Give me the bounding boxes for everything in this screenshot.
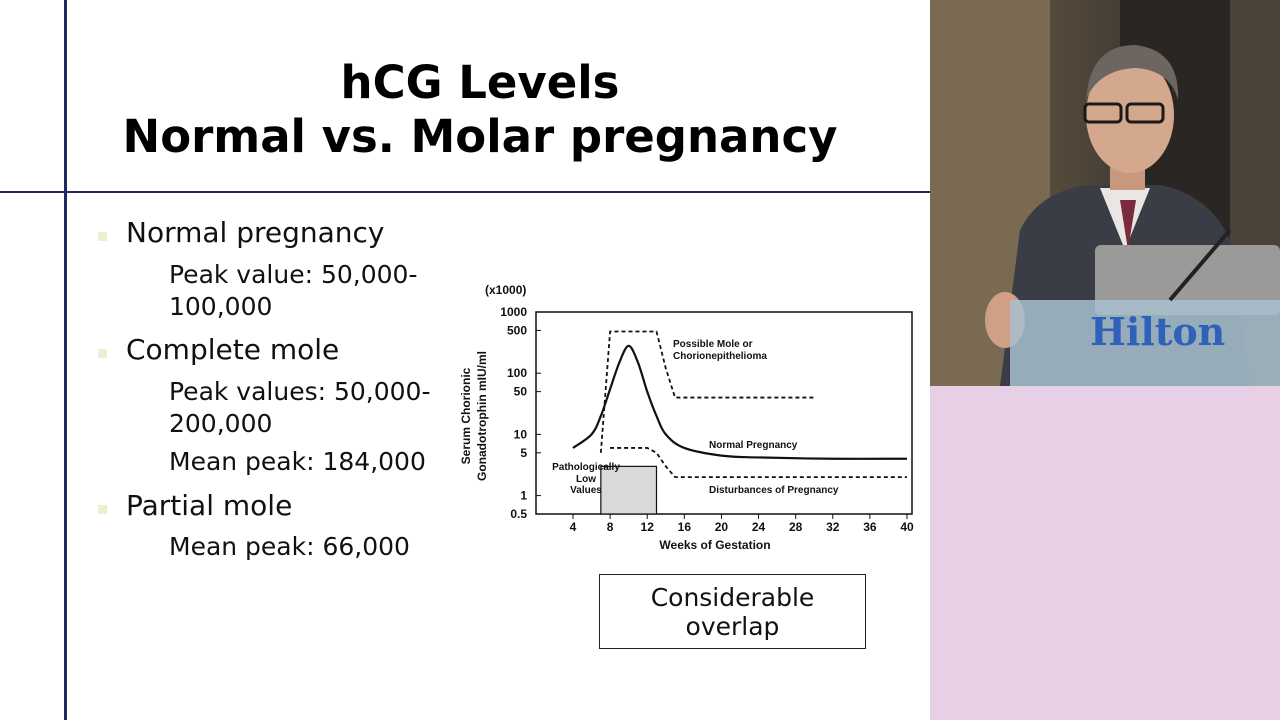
callout-box: Considerable overlap xyxy=(599,574,866,649)
low-values-region xyxy=(600,465,658,515)
y-axis-label-2: Gonadotrophin mIU/ml xyxy=(475,351,489,481)
x-tick-label: 32 xyxy=(826,520,840,534)
annotation-normal-pregnancy: Normal Pregnancy xyxy=(709,440,798,451)
plot-frame xyxy=(535,311,913,515)
annotation-possible-mole-1: Possible Mole or xyxy=(673,339,753,350)
y-axis-label-1: Serum Chorionic xyxy=(459,367,473,464)
microphone xyxy=(1168,228,1232,302)
x-tick-label: 16 xyxy=(678,520,692,534)
x-tick-label: 24 xyxy=(752,520,766,534)
speaker-hair xyxy=(1086,45,1179,100)
x-axis-ticks: 4 8 12 16 20 24 28 32 36 40 xyxy=(570,514,914,534)
x-tick-label: 28 xyxy=(789,520,803,534)
x-tick-label: 8 xyxy=(607,520,614,534)
annotation-possible-mole-2: Chorionepithelioma xyxy=(673,351,767,362)
y-tick-label: 1000 xyxy=(500,305,527,319)
sub-bullet: Peak value: 50,000- xyxy=(169,260,418,289)
x-tick-label: 40 xyxy=(900,520,914,534)
glasses-left xyxy=(1083,102,1123,124)
callout-text: Considerable overlap xyxy=(650,583,815,641)
y-tick-label: 500 xyxy=(507,323,527,337)
y-tick-label: 100 xyxy=(507,366,527,380)
y-tick-label: 50 xyxy=(514,385,528,399)
sub-bullet: 100,000 xyxy=(169,292,273,321)
sub-bullet: Peak values: 50,000- xyxy=(169,377,431,406)
sub-bullet: Mean peak: 66,000 xyxy=(169,532,410,561)
bullet-complete-mole: Complete mole xyxy=(126,333,340,366)
x-axis-label: Weeks of Gestation xyxy=(659,538,770,552)
speaker-video: Hilton xyxy=(930,0,1280,386)
sub-bullet: Mean peak: 184,000 xyxy=(169,447,426,476)
speaker-face xyxy=(1086,57,1174,173)
annotation-low-3: Values xyxy=(570,485,602,496)
podium xyxy=(1010,300,1280,386)
bullet-marker xyxy=(98,349,107,358)
x-tick-label: 12 xyxy=(641,520,655,534)
background-panel xyxy=(930,386,1280,720)
x-tick-label: 20 xyxy=(715,520,729,534)
series-line-2 xyxy=(610,447,907,479)
bullet-marker xyxy=(98,505,107,514)
slide: hCG Levels Normal vs. Molar pregnancy No… xyxy=(0,0,930,720)
y-axis-ticks: 1000 500 100 50 10 5 1 0.5 xyxy=(500,305,541,521)
podium-logo: Hilton xyxy=(1090,309,1225,354)
glasses-right xyxy=(1125,102,1165,124)
hcg-chart: (x1000) 1000 500 100 50 10 5 1 0.5 4 8 12 16 20 24 28… xyxy=(459,283,914,552)
speaker-tie xyxy=(1120,200,1136,250)
slide-title-line2: Normal vs. Molar pregnancy xyxy=(122,110,838,163)
speaker-photo: Hilton xyxy=(930,0,1280,386)
annotation-disturbances: Disturbances of Pregnancy xyxy=(709,485,839,496)
bullet-partial-mole: Partial mole xyxy=(126,489,293,522)
title-divider xyxy=(0,191,930,193)
annotation-low-1: Pathologically xyxy=(552,462,620,473)
low-region-box xyxy=(600,465,658,515)
y-tick-label: 1 xyxy=(520,489,527,503)
sub-bullet: 200,000 xyxy=(169,409,273,438)
y-multiplier-label: (x1000) xyxy=(485,283,526,297)
bullet-marker xyxy=(98,232,107,241)
y-tick-label: 5 xyxy=(520,446,527,460)
x-tick-label: 36 xyxy=(863,520,877,534)
y-tick-label: 0.5 xyxy=(510,507,527,521)
series-line-1 xyxy=(599,330,815,453)
bullet-normal-pregnancy: Normal pregnancy xyxy=(126,216,385,249)
series-lines xyxy=(572,330,908,479)
slide-title-line1: hCG Levels xyxy=(340,56,620,109)
x-tick-label: 4 xyxy=(570,520,577,534)
annotation-low-2: Low xyxy=(576,474,596,485)
left-rule xyxy=(64,0,67,720)
y-tick-label: 10 xyxy=(514,427,528,441)
